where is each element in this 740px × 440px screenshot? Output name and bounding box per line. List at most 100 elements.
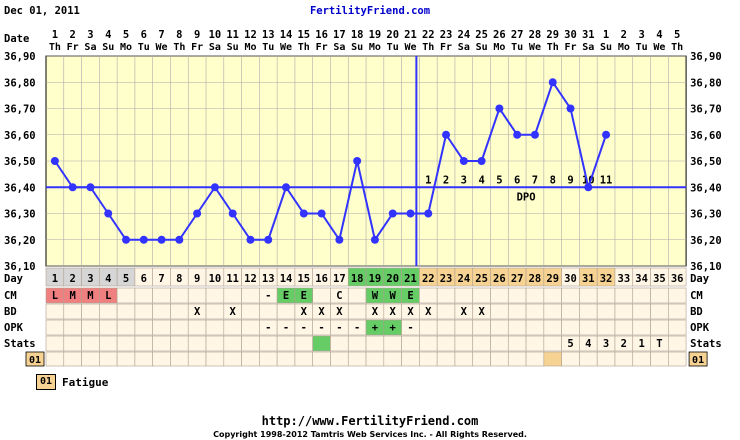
- day-value: 15: [297, 273, 310, 285]
- stats-cell: [347, 335, 367, 352]
- opk-cell: [472, 319, 491, 336]
- bd-value: X: [230, 306, 237, 318]
- temperature-point: [459, 157, 468, 165]
- stats-cell: [365, 335, 385, 352]
- y-tick-right: 36,70: [690, 104, 722, 116]
- weekday-label: Sa: [84, 42, 96, 53]
- code-cell: [543, 351, 562, 367]
- dpo-label: 4: [478, 174, 484, 186]
- weekday-label: Fr: [191, 42, 203, 53]
- date-label: 12: [244, 29, 257, 41]
- code-cell: [525, 351, 545, 367]
- cm-cell: [614, 287, 634, 304]
- weekday-label: Mo: [493, 42, 505, 53]
- day-value: 11: [226, 273, 239, 285]
- cm-value: E: [283, 290, 289, 302]
- cm-value: -: [265, 290, 271, 302]
- date-label: 11: [226, 29, 239, 41]
- stats-cell: [152, 335, 171, 352]
- y-tick-right: 36,80: [690, 77, 722, 89]
- dpo-label: 7: [532, 174, 538, 186]
- weekday-label: Tu: [262, 42, 274, 53]
- temperature-point: [370, 235, 379, 244]
- weekday-label: Sa: [458, 42, 470, 53]
- day-row-label-right: Day: [690, 273, 710, 285]
- stats-cell: [543, 335, 562, 352]
- day-value: 30: [564, 273, 577, 285]
- opk-cell: [579, 319, 598, 336]
- weekday-label: Tu: [511, 42, 523, 53]
- bd-cell: [507, 303, 527, 320]
- date-label: 6: [141, 29, 147, 41]
- bd-value: X: [194, 306, 201, 318]
- y-tick-left: 36,80: [4, 77, 36, 89]
- bd-cell: [525, 303, 545, 320]
- stats-cell: [63, 335, 82, 352]
- date-label: 2: [621, 29, 627, 41]
- day-value: 16: [315, 273, 328, 285]
- temperature-point: [442, 130, 451, 139]
- day-value: 3: [87, 273, 93, 285]
- stats-cell: [223, 335, 242, 352]
- temperature-point: [566, 104, 575, 113]
- opk-value: +: [390, 322, 396, 334]
- stats-cell: [525, 335, 545, 352]
- bd-cell: [134, 303, 153, 320]
- opk-cell: [632, 319, 651, 336]
- bd-value: X: [336, 306, 343, 318]
- date-label: 5: [123, 29, 129, 41]
- cm-cell: [507, 287, 527, 304]
- opk-cell: [454, 319, 474, 336]
- bd-cell: [81, 303, 100, 320]
- date-label: 31: [582, 29, 595, 41]
- stats-cell: [383, 335, 402, 352]
- stats-cell: [507, 335, 527, 352]
- stats-value: 3: [603, 338, 609, 350]
- cm-cell: [454, 287, 474, 304]
- dpo-label: 6: [514, 174, 520, 186]
- site-link[interactable]: FertilityFriend.com: [310, 5, 430, 17]
- date-label: 27: [511, 29, 524, 41]
- cm-value: E: [407, 290, 413, 302]
- day-value: 23: [440, 273, 453, 285]
- stats-cell: [330, 335, 349, 352]
- opk-cell: [134, 319, 153, 336]
- cm-cell: [650, 287, 669, 304]
- weekday-label: Su: [227, 42, 239, 53]
- day-value: 35: [653, 273, 666, 285]
- dpo-label: 5: [496, 174, 502, 186]
- cm-cell: [490, 287, 509, 304]
- y-tick-right: 36,90: [690, 51, 722, 63]
- dpo-label: 1: [425, 174, 431, 186]
- bd-value: X: [478, 306, 485, 318]
- opk-cell: [507, 319, 527, 336]
- stats-value: T: [656, 338, 662, 350]
- y-tick-left: 36,40: [4, 182, 36, 194]
- code-left: 01: [29, 355, 41, 366]
- stats-value: 4: [585, 338, 591, 350]
- code-cell: [614, 351, 634, 367]
- footer-url[interactable]: http://www.FertilityFriend.com: [261, 414, 479, 428]
- y-tick-left: 36,70: [4, 104, 36, 116]
- day-value: 32: [600, 273, 613, 285]
- date-label: 5: [674, 29, 680, 41]
- opk-cell: [223, 319, 242, 336]
- stats-cell: [116, 335, 136, 352]
- cm-cell: [632, 287, 651, 304]
- opk-cell: [205, 319, 225, 336]
- bd-value: X: [425, 306, 432, 318]
- opk-cell: [63, 319, 82, 336]
- code-cell: [347, 351, 367, 367]
- code-cell: [383, 351, 402, 367]
- bd-cell: [63, 303, 82, 320]
- code-cell: [667, 351, 687, 367]
- day-value: 20: [386, 273, 399, 285]
- code-cell: [330, 351, 349, 367]
- bd-cell: [579, 303, 598, 320]
- bd-cell: [241, 303, 260, 320]
- stats-cell: [294, 335, 314, 352]
- temperature-point: [353, 157, 362, 165]
- day-value: 7: [158, 273, 164, 285]
- weekday-label: We: [529, 42, 541, 53]
- stats-cell: [419, 335, 438, 352]
